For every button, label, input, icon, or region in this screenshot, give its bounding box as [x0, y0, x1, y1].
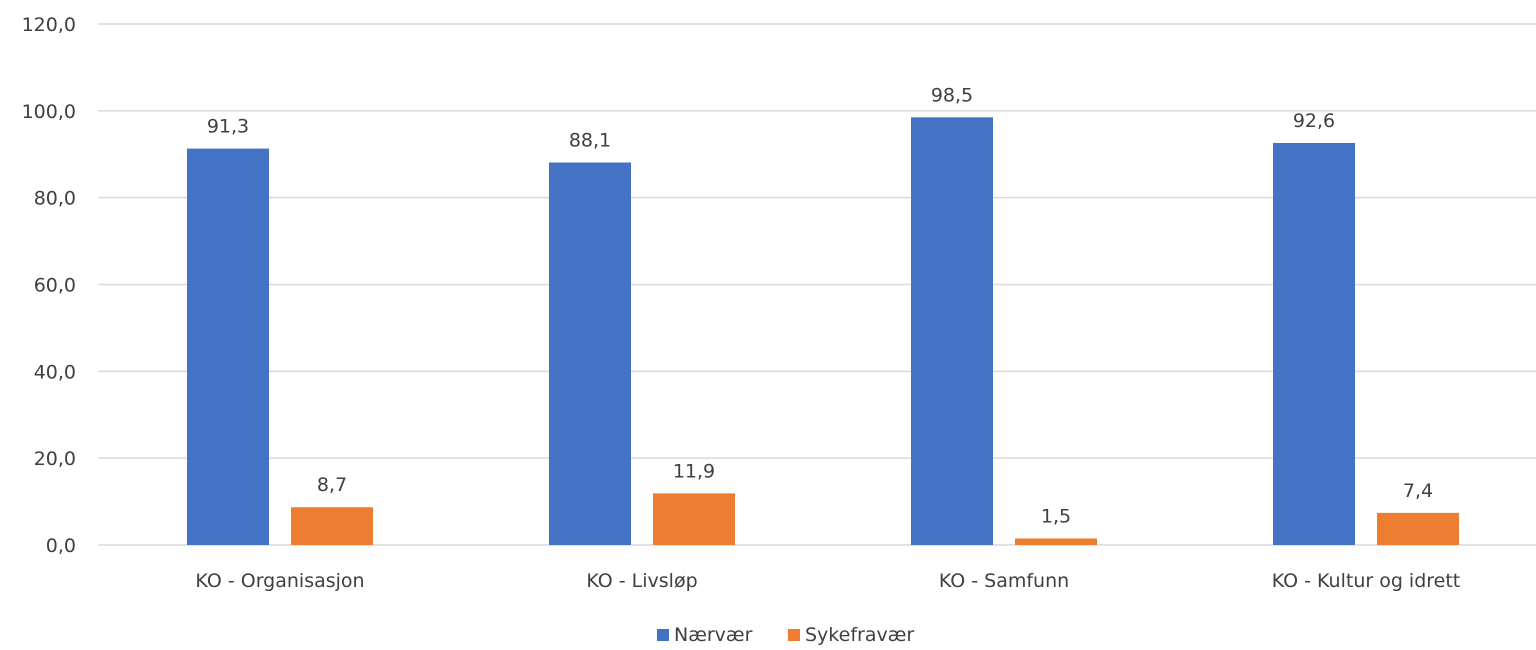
legend-swatch	[657, 629, 669, 641]
bars	[187, 117, 1459, 546]
y-tick-label: 120,0	[22, 14, 76, 36]
category-label: KO - Organisasjon	[195, 570, 364, 592]
y-tick-label: 80,0	[34, 188, 76, 210]
legend: Nærvær Sykefravær	[657, 624, 914, 646]
legend-label: Nærvær	[674, 624, 753, 646]
bar-sykefravaer	[1015, 538, 1097, 545]
bar-naervaer	[911, 117, 993, 546]
y-tick-label: 0,0	[46, 535, 76, 557]
bar-naervaer	[549, 162, 631, 546]
category-label: KO - Samfunn	[939, 570, 1069, 592]
x-axis-category-labels: KO - Organisasjon KO - Livsløp KO - Samfun…	[195, 570, 1460, 592]
y-tick-label: 20,0	[34, 448, 76, 470]
bar-naervaer	[187, 148, 269, 545]
y-axis-tick-labels: 0,0 20,0 40,0 60,0 80,0 100,0 120,0	[22, 14, 76, 557]
data-label: 92,6	[1293, 110, 1335, 132]
bar-sykefravaer	[653, 493, 735, 545]
data-label: 91,3	[207, 116, 249, 138]
data-label: 7,4	[1403, 480, 1433, 502]
data-labels: 91,3 88,1 98,5 92,6 8,7 11,9 1,5 7,4	[207, 84, 1433, 527]
y-tick-label: 40,0	[34, 361, 76, 383]
category-label: KO - Livsløp	[586, 570, 697, 592]
data-label: 8,7	[317, 474, 347, 496]
data-label: 98,5	[931, 84, 973, 106]
legend-swatch	[788, 629, 800, 641]
data-label: 88,1	[569, 129, 611, 151]
bar-sykefravaer	[291, 507, 373, 545]
bar-naervaer	[1273, 142, 1355, 545]
category-label: KO - Kultur og idrett	[1272, 570, 1461, 592]
data-label: 11,9	[673, 460, 715, 482]
data-label: 1,5	[1041, 505, 1071, 527]
bar-sykefravaer	[1377, 512, 1459, 545]
y-tick-label: 100,0	[22, 101, 76, 123]
legend-label: Sykefravær	[805, 624, 914, 646]
y-tick-label: 60,0	[34, 275, 76, 297]
gridlines	[98, 23, 1536, 546]
